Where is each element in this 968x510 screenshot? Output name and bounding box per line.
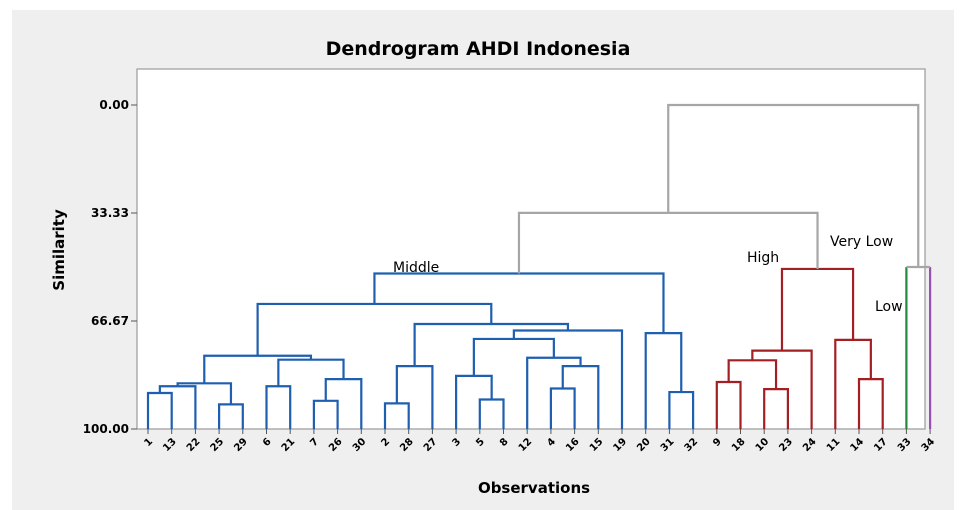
- merge-link: [667, 103, 920, 267]
- y-tick-label: 0.00: [99, 98, 129, 112]
- y-axis-label: Similarity: [50, 209, 68, 291]
- y-axis: 0.00 33.33 66.67 100.00: [83, 98, 137, 436]
- cluster-label-low: Low: [875, 299, 903, 315]
- y-tick-label: 66.67: [91, 314, 129, 328]
- cluster-annotations: Middle High Low Very Low: [393, 234, 903, 315]
- plot-area: [136, 68, 926, 430]
- chart-title: Dendrogram AHDI Indonesia: [326, 38, 631, 60]
- cluster-label-very-low: Very Low: [830, 234, 893, 250]
- dendrogram-links: [146, 103, 932, 429]
- y-tick-label: 100.00: [83, 422, 129, 436]
- cluster-label-high: High: [747, 250, 779, 266]
- merge-link-path: [667, 103, 920, 267]
- cluster-label-middle: Middle: [393, 260, 439, 276]
- y-tick-label: 33.33: [91, 206, 129, 220]
- x-axis-label: Observations: [478, 479, 590, 497]
